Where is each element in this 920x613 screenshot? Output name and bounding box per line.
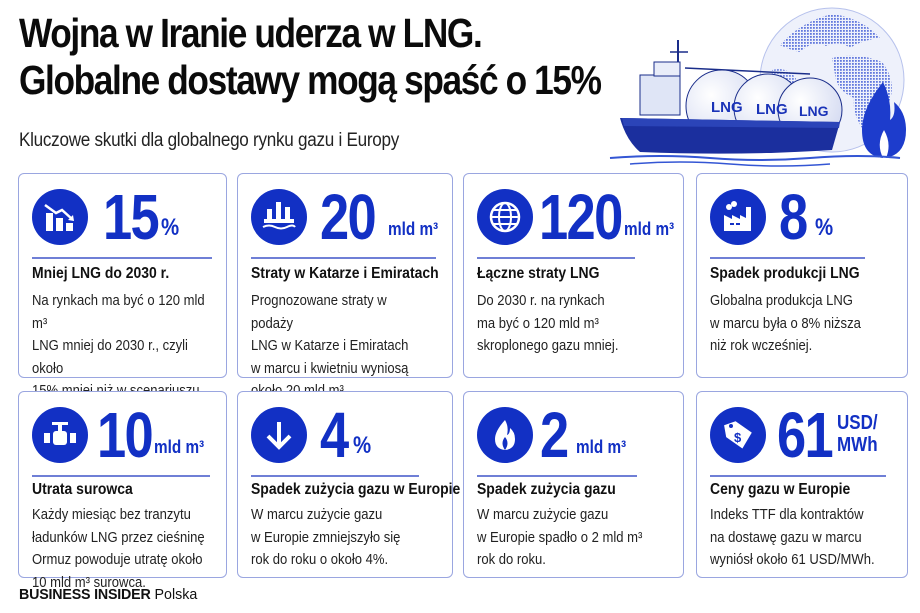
brand-light: Polska [154,586,198,603]
stat-value: 4 [320,399,349,471]
stat-unit: mld m³ [576,437,627,457]
card-heading: Utrata surowca [32,481,133,498]
stat-unit: mld m³ [624,219,675,239]
hero-illustration: LNG LNG LNG [609,7,906,167]
flame-icon [477,407,533,463]
stat-value: 61 [777,399,834,471]
stat-card-eu-consumption-pct: 4 % Spadek zużycia gazu w Europie W marc… [237,391,460,578]
stat-unit: % [161,214,180,241]
card-heading: Łączne straty LNG [477,265,600,282]
divider [710,475,886,477]
stat-card-lng-2030: 15 % Mniej LNG do 2030 r. Na rynkach ma … [18,173,227,422]
card-heading: Ceny gazu w Europie [710,481,851,498]
stat-card-total-losses: 120 mld m³ Łączne straty LNG Do 2030 r. … [463,173,684,378]
svg-text:LNG: LNG [711,99,743,116]
svg-text:LNG: LNG [799,103,829,119]
card-body: Globalna produkcja LNG w marcu była o 8%… [710,293,861,354]
card-body: W marcu zużycie gazu w Europie zmniejszy… [251,507,401,568]
card-heading: Straty w Katarze i Emiratach [251,265,439,282]
page-title: Wojna w Iranie uderza w LNG. Globalne do… [19,10,602,104]
factory-icon [710,189,766,245]
stat-card-gas-prices: $ 61 USD/ MWh Ceny gazu w Europie Indeks… [696,391,908,578]
card-body: Każdy miesiąc bez tranzytu ładunków LNG … [32,507,205,591]
title-line-2: Globalne dostawy mogą spaść o 15% [19,57,602,103]
stat-card-qatar-uae: 20 mld m³ Straty w Katarze i Emiratach P… [237,173,453,399]
divider [32,475,210,477]
card-body: Indeks TTF dla kontraktów na dostawę gaz… [710,507,875,568]
price-tag-dollar-icon: $ [710,407,766,463]
card-body: Do 2030 r. na rynkach ma być o 120 mld m… [477,293,619,354]
divider [32,257,212,259]
globe-icon [477,189,533,245]
divider [477,475,637,477]
card-heading: Mniej LNG do 2030 r. [32,265,170,282]
gas-flame-icon [862,82,906,158]
stat-value: 120 [539,181,623,253]
card-heading: Spadek produkcji LNG [710,265,860,282]
stat-card-eu-consumption-volume: 2 mld m³ Spadek zużycia gazu W marcu zuż… [463,391,684,578]
pipeline-valve-icon [32,407,88,463]
stat-value: 15 [103,181,160,253]
down-arrow-icon [251,407,307,463]
svg-text:$: $ [734,430,742,445]
stat-value: 2 [540,399,569,471]
subtitle: Kluczowe skutki dla globalnego rynku gaz… [19,130,400,151]
lng-tanker-ship: LNG LNG LNG [609,40,901,167]
card-heading: Spadek zużycia gazu [477,481,616,498]
card-heading: Spadek zużycia gazu w Europie [251,481,461,498]
stat-unit: mld m³ [388,219,439,239]
stat-card-production-drop: 8 % Spadek produkcji LNG Globalna produk… [696,173,908,378]
stat-unit: % [353,432,372,459]
svg-text:LNG: LNG [756,101,788,118]
title-line-1: Wojna w Iranie uderza w LNG. [19,10,483,56]
stat-unit: USD/ MWh [837,412,878,456]
stat-value: 8 [779,181,808,253]
stat-card-resource-loss: 10 mld m³ Utrata surowca Każdy miesiąc b… [18,391,227,591]
stat-value: 20 [320,181,377,253]
divider [251,257,436,259]
brand-logo: BUSINESS INSIDER Polska [19,586,197,603]
stat-unit: mld m³ [154,437,205,457]
stat-value: 10 [97,399,154,471]
divider [710,257,865,259]
card-body: Prognozowane straty w podaży LNG w Katar… [251,293,409,399]
card-body: W marcu zużycie gazu w Europie spadło o … [477,507,643,568]
divider [477,257,635,259]
declining-bar-chart-icon [32,189,88,245]
stat-unit: % [815,214,834,241]
divider [251,475,419,477]
offshore-platform-icon [251,189,307,245]
brand-bold: BUSINESS INSIDER [19,586,151,603]
